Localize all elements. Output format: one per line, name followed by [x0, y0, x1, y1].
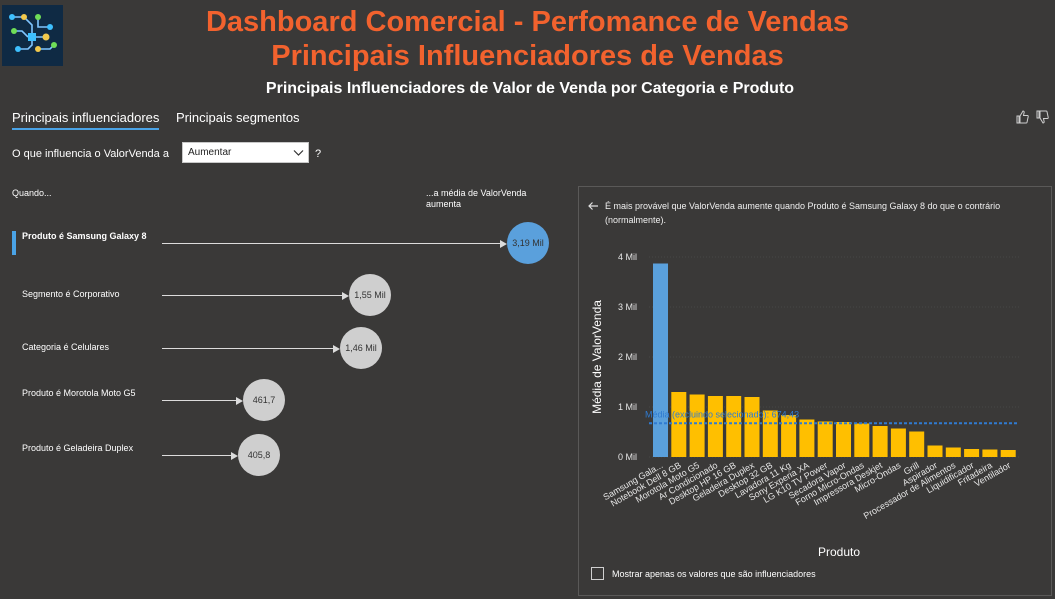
y-tick-label: 0 Mil: [618, 452, 637, 462]
x-axis-label: Produto: [818, 545, 860, 557]
influencer-connector: [162, 243, 500, 244]
influencer-connector: [162, 455, 231, 456]
bar: [726, 396, 742, 457]
circuit-logo-icon: [2, 5, 63, 66]
arrow-head-icon: [231, 451, 238, 460]
arrow-head-icon: [333, 344, 340, 353]
bar: [927, 445, 943, 457]
bar: [1000, 450, 1016, 457]
bar: [781, 415, 797, 457]
bar: [964, 449, 980, 457]
bar: [982, 449, 998, 457]
influencer-connector: [162, 400, 236, 401]
bar: [836, 422, 852, 457]
average-reference-label: Média (excluindo selecionado): 674,43: [645, 409, 799, 419]
influencer-value-bubble[interactable]: 1,46 Mil: [340, 327, 382, 369]
bar: [817, 421, 833, 457]
influencer-label: Produto é Morotola Moto G5: [22, 388, 136, 398]
influencer-value-bubble[interactable]: 3,19 Mil: [507, 222, 549, 264]
y-axis-label: Média de ValorVenda: [590, 300, 604, 414]
bar: [854, 423, 870, 457]
bar: [671, 392, 687, 457]
bar: [945, 447, 961, 457]
influencer-value-bubble[interactable]: 1,55 Mil: [349, 274, 391, 316]
bar: [799, 419, 815, 457]
help-icon[interactable]: ?: [315, 148, 322, 160]
dashboard-title-secondary: Principais Influenciadores de Vendas: [271, 40, 784, 72]
influencers-only-checkbox[interactable]: [591, 567, 604, 580]
influencers-only-option[interactable]: Mostrar apenas os valores que são influe…: [591, 567, 816, 580]
influencer-row[interactable]: Produto é Samsung Galaxy 8 3,19 Mil: [0, 218, 560, 268]
bar: [707, 396, 723, 457]
bar: [762, 410, 778, 457]
influencer-row[interactable]: Categoria é Celulares 1,46 Mil: [0, 323, 560, 373]
influencer-label: Segmento é Corporativo: [22, 289, 120, 299]
detail-description: É mais provável que ValorVenda aumente q…: [605, 201, 1001, 225]
question-label: O que influencia o ValorVenda a: [12, 148, 169, 160]
arrow-head-icon: [342, 291, 349, 300]
influencer-row[interactable]: Produto é Morotola Moto G5 461,7: [0, 375, 560, 425]
thumbs-up-icon[interactable]: [1015, 110, 1029, 124]
bar: [890, 428, 906, 457]
thumbs-down-icon[interactable]: [1035, 110, 1049, 124]
arrow-head-icon: [500, 239, 507, 248]
bar-chart: 0 Mil 1 Mil 2 Mil 3 Mil 4 Mil Média de ValorV…: [590, 252, 1019, 557]
influencer-label: Categoria é Celulares: [22, 342, 110, 352]
influencer-value-bubble[interactable]: 405,8: [238, 434, 280, 476]
y-tick-label: 4 Mil: [618, 252, 637, 262]
checkbox-label: Mostrar apenas os valores que são influe…: [612, 568, 816, 579]
back-arrow-icon[interactable]: [587, 200, 599, 212]
direction-select[interactable]: Aumentar: [182, 142, 309, 163]
feedback-icons: [1015, 110, 1049, 124]
dashboard-title: Dashboard Comercial - Perfomance de Vend…: [205, 6, 850, 38]
influencer-value-bubble[interactable]: 461,7: [243, 379, 285, 421]
logo: [2, 5, 63, 66]
y-tick-label: 2 Mil: [618, 352, 637, 362]
column-header-when: Quando...: [12, 188, 52, 198]
influencer-row[interactable]: Produto é Geladeira Duplex 405,8: [0, 430, 560, 480]
influencer-connector: [162, 348, 333, 349]
bar: [909, 431, 925, 457]
column-header-average: ...a média de ValorVenda aumenta: [426, 188, 527, 209]
bar: [744, 397, 760, 457]
bar: [689, 394, 705, 457]
influencer-row[interactable]: Segmento é Corporativo 1,55 Mil: [0, 270, 560, 320]
influencer-connector: [162, 295, 342, 296]
y-tick-label: 1 Mil: [618, 402, 637, 412]
y-tick-label: 3 Mil: [618, 302, 637, 312]
detail-panel: É mais provável que ValorVenda aumente q…: [578, 186, 1052, 596]
direction-select-value: Aumentar: [188, 147, 232, 158]
tab-key-influencers[interactable]: Principais influenciadores: [12, 110, 160, 130]
arrow-head-icon: [236, 396, 243, 405]
influencer-label: Produto é Geladeira Duplex: [22, 443, 134, 453]
selected-indicator: [12, 231, 16, 255]
bar: [653, 263, 669, 457]
bar: [872, 426, 888, 457]
visual-subtitle: Principais Influenciadores de Valor de V…: [265, 80, 795, 97]
tab-top-segments[interactable]: Principais segmentos: [176, 110, 300, 125]
influencer-label: Produto é Samsung Galaxy 8: [22, 231, 147, 241]
chevron-down-icon: [293, 150, 304, 156]
